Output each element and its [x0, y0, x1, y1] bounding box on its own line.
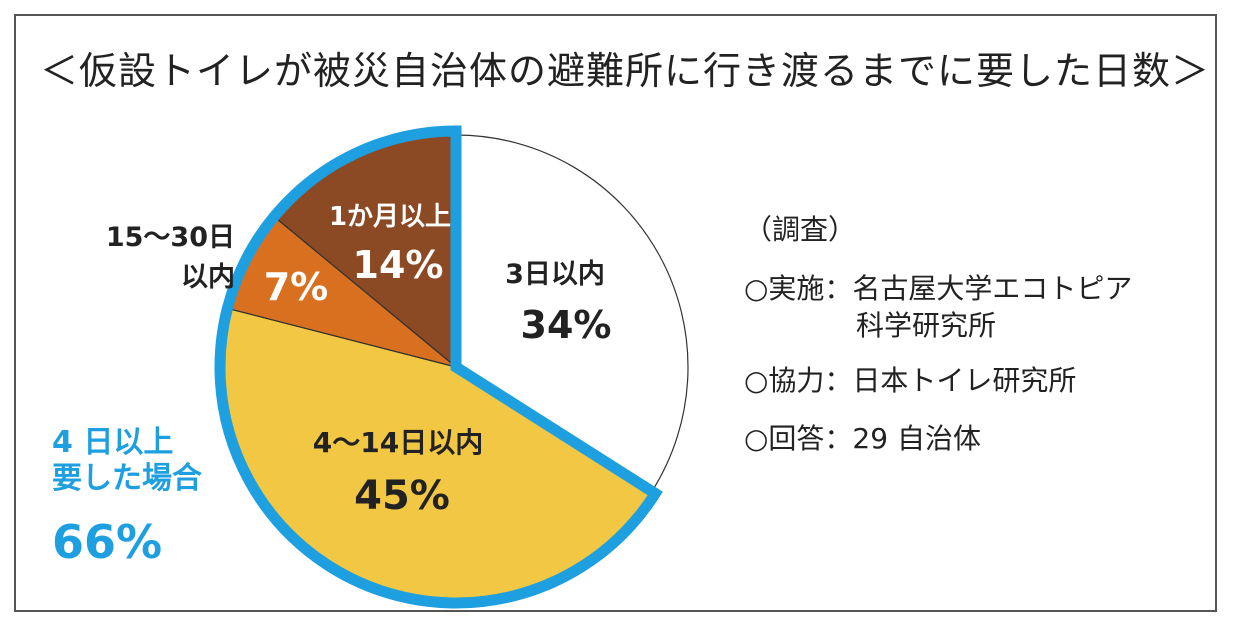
slice-value-3: 14% — [353, 243, 444, 287]
slice-label-15-30-line1: 15～30日 — [105, 222, 235, 253]
survey-implementer: ○実施：名古屋大学エコトピア — [744, 272, 1133, 305]
highlight-annotation: 4 日以上 要した場合 66% — [52, 425, 202, 569]
highlight-outline — [214, 125, 663, 609]
highlight-line2: 要した場合 — [52, 461, 202, 496]
slice-value-0: 34% — [521, 303, 612, 347]
survey-implementer-sub: 科学研究所 — [856, 309, 997, 342]
slice-value-2: 7% — [264, 265, 329, 309]
slice-value-1: 45% — [354, 473, 450, 519]
slice-label-15-30-line2: 以内 — [181, 262, 235, 293]
survey-respondents: ○回答：29 自治体 — [744, 422, 981, 455]
highlight-value: 66% — [52, 515, 163, 569]
slice-label-1: 4〜14日以内 — [313, 426, 483, 459]
slice-label-0: 3日以内 — [505, 259, 605, 290]
survey-info: （調査） ○実施：名古屋大学エコトピア 科学研究所 ○協力：日本トイレ研究所 ○… — [744, 208, 1132, 468]
survey-cooperation: ○協力：日本トイレ研究所 — [744, 364, 1077, 397]
survey-heading: （調査） — [744, 213, 857, 246]
slice-label-3: 1か月以上 — [329, 202, 451, 232]
slice-label-15-30-days: 15～30日 以内 — [85, 218, 235, 298]
chart-title: ＜仮設トイレが被災自治体の避難所に行き渡るまでに要した日数＞ — [40, 49, 1211, 93]
highlight-line1: 4 日以上 — [52, 425, 174, 460]
